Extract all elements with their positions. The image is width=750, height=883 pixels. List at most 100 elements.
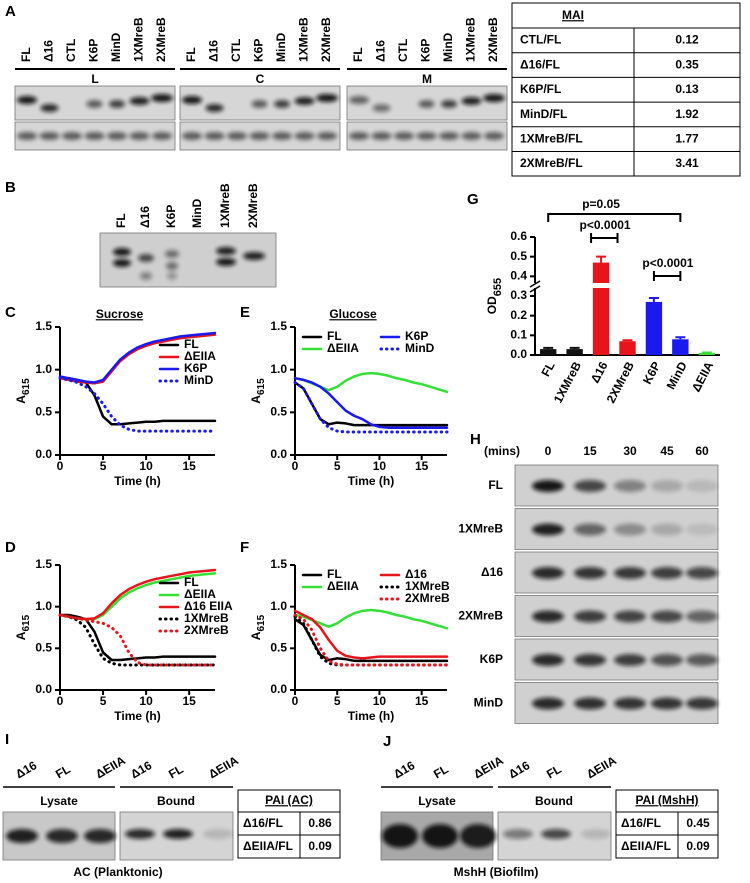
lane-label: 1XMreB [464, 17, 478, 62]
x-tick-label: 0 [292, 694, 299, 708]
lane-label: K6P [252, 39, 266, 62]
x-axis-label: Time (h) [114, 474, 160, 488]
lane-label: MinD [274, 32, 288, 62]
lane-label: FL [431, 762, 451, 781]
legend-label: ΔEIIA [327, 579, 359, 593]
legend-label: ΔEIIA [184, 587, 216, 601]
lane-label: FL [166, 762, 186, 781]
y-axis-label-sub: 615 [256, 378, 267, 395]
blot-band [503, 829, 533, 839]
y-tick-label: 0.4 [510, 269, 527, 283]
blot-band [686, 654, 718, 666]
error-bar [622, 339, 633, 342]
blot-band [62, 132, 82, 140]
x-tick-label: 10 [139, 694, 153, 708]
lane-label: MinD [190, 198, 204, 228]
y-tick-label: 0.2 [510, 308, 527, 322]
legend-label: FL [327, 567, 342, 581]
lane-label: MinD [109, 32, 123, 62]
lane-label: Δ16 [207, 40, 221, 62]
rule [529, 280, 541, 288]
lane-label: FL [544, 762, 564, 781]
x-axis-label: Time (h) [348, 474, 394, 488]
x-axis-label: Time (h) [348, 709, 394, 723]
blot-band [272, 132, 292, 140]
error-bar [543, 346, 554, 350]
lane-label: CTL [229, 39, 243, 62]
error-bar [569, 346, 580, 350]
lane-label: K6P [87, 39, 101, 62]
y-tick-label: 0.3 [510, 288, 527, 302]
blot-band [251, 100, 268, 108]
table-cell: ΔEIIA/FL [621, 839, 671, 853]
blot-band [532, 480, 564, 492]
y-tick-label: 1.5 [35, 557, 52, 571]
blot-band [129, 132, 150, 140]
legend-label: FL [327, 329, 342, 343]
blot-band [243, 252, 265, 260]
legend-label: K6P [184, 361, 207, 375]
blot-band [686, 697, 718, 710]
annotation: p<0.0001 [580, 218, 631, 232]
table-cell: 2XMreB/FL [520, 156, 583, 170]
table-cell: 1XMreB/FL [520, 131, 583, 145]
x-tick-label: 0 [57, 459, 64, 473]
x-tick-label: 5 [334, 694, 341, 708]
x-tick-label: 5 [100, 694, 107, 708]
blot-band [294, 97, 315, 105]
blot-band [651, 523, 683, 536]
error-bar [701, 351, 712, 354]
y-tick-label: 1.0 [35, 362, 52, 376]
blot-band [614, 523, 646, 536]
y-axis-label: A615 [14, 378, 31, 404]
table-cell: MinD/FL [520, 107, 567, 121]
blot-band [574, 610, 606, 623]
legend-label: 2XMreB [405, 591, 450, 605]
blot-band [107, 132, 127, 140]
y-tick-label: 0.0 [270, 447, 287, 461]
blot-band [349, 96, 369, 104]
blot-band [371, 132, 392, 140]
group-label: Lysate [40, 794, 78, 808]
table-cell: Δ16/FL [621, 816, 661, 830]
y-axis-label-sub: 615 [21, 614, 32, 631]
error-bar [675, 336, 686, 340]
y-axis-label-sub: 655 [492, 278, 504, 296]
x-tick-label: 5 [334, 459, 341, 473]
lane-label: 2XMreB [246, 183, 260, 228]
row-label: MinD [474, 696, 504, 710]
time-label: 60 [695, 444, 709, 458]
lane-label: 1XMreB [218, 183, 232, 228]
blot-band [274, 100, 290, 108]
y-axis-label-main: A [14, 395, 28, 404]
blot-band [317, 132, 337, 140]
error-bar [648, 296, 659, 302]
legend-label: MinD [184, 373, 214, 387]
y-axis-label: A615 [249, 614, 266, 640]
group-label: Bound [157, 794, 195, 808]
series-line [293, 608, 449, 630]
blot-band [166, 262, 178, 270]
legend-label: FL [184, 575, 199, 589]
table-cell: 3.41 [675, 156, 699, 170]
y-tick-label: 0.6 [510, 229, 527, 243]
lane-label: 1XMreB [297, 17, 311, 62]
blot-band [418, 100, 435, 108]
blot-band [574, 697, 606, 710]
blot-band [614, 567, 646, 579]
lane-label: FL [19, 47, 33, 62]
blot-band [686, 480, 718, 492]
legend-label: Δ16 [405, 567, 427, 581]
annotation: p<0.0001 [642, 256, 693, 270]
blot-band [167, 272, 177, 280]
panel-letter: I [5, 731, 9, 748]
lane-label: 2XMreB [154, 17, 168, 62]
blot-band [249, 132, 270, 140]
blot-band [532, 654, 564, 666]
table-cell: ΔEIIA/FL [243, 839, 293, 853]
row-label: 2XMreB [458, 609, 503, 623]
blot-band [484, 132, 504, 140]
blot-band [574, 654, 606, 666]
blot-band [17, 132, 37, 140]
blot-band [349, 132, 369, 140]
